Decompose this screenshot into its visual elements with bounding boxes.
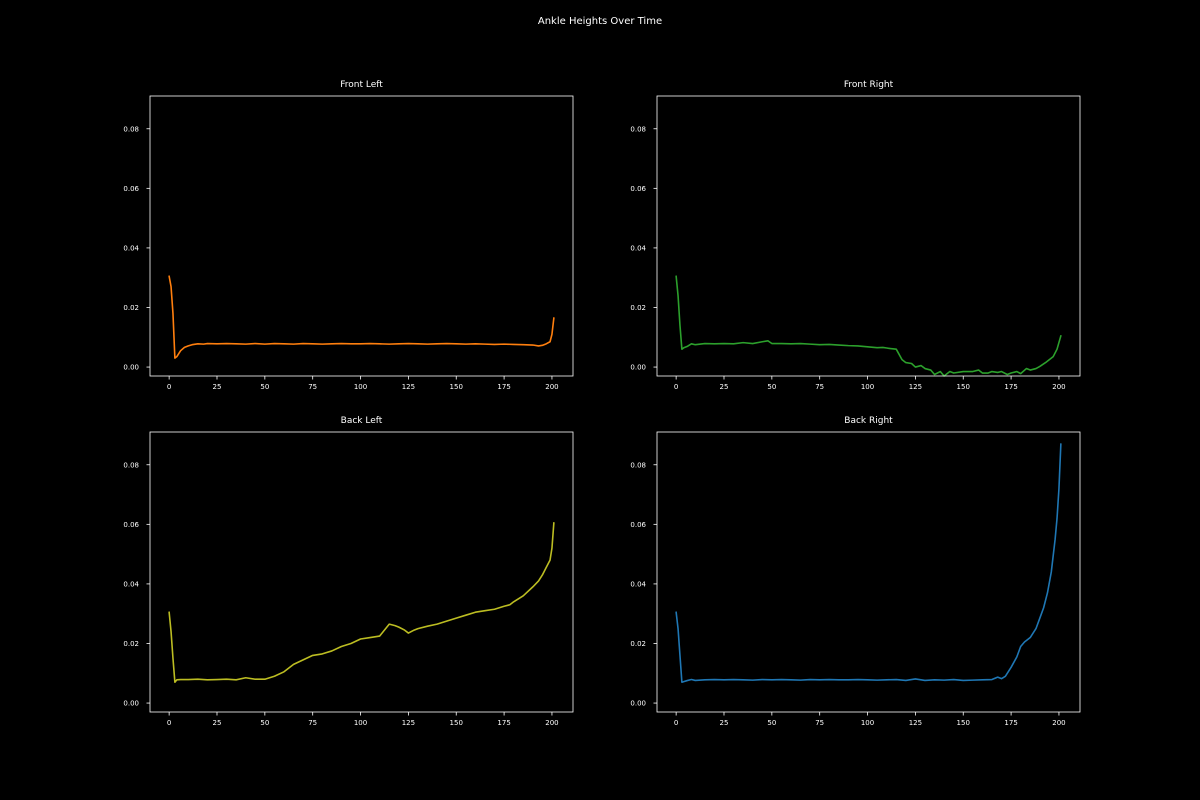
x-tick-label: 200 [545,383,558,391]
x-tick-label: 0 [167,719,171,727]
subplot-back-left: Back Left 0 25 50 75 100 125 150 175 200 0.00 0.02 0… [123,416,574,727]
x-tick-label: 125 [402,719,415,727]
x-tick-label: 200 [1052,719,1065,727]
y-tick-label: 0.02 [123,304,139,312]
x-tick-label: 75 [815,383,824,391]
x-tick-label: 150 [450,383,463,391]
x-tick-label: 175 [497,383,510,391]
x-tick-label: 125 [909,719,922,727]
x-tick-label: 150 [957,719,970,727]
y-tick-label: 0.00 [630,364,646,372]
x-tick-label: 200 [545,719,558,727]
y-tick-label: 0.06 [630,521,646,529]
y-tick-label: 0.02 [630,304,646,312]
subplot-front-right: Front Right 0 25 50 75 100 125 150 175 200 0.00 0.0… [630,80,1081,391]
x-tick-label: 75 [308,383,317,391]
y-tick-label: 0.08 [630,125,646,133]
x-tick-label: 100 [354,719,367,727]
axes-frame [656,95,1081,377]
subplot-title: Front Left [340,80,383,90]
x-tick-label: 25 [720,719,729,727]
y-tick-label: 0.06 [123,185,139,193]
y-tick-label: 0.00 [123,364,139,372]
y-tick-label: 0.04 [123,580,139,588]
y-tick-label: 0.04 [123,244,139,252]
x-tick-label: 50 [767,383,776,391]
x-tick-label: 75 [308,719,317,727]
x-tick-label: 0 [167,383,171,391]
y-tick-label: 0.08 [123,125,139,133]
x-tick-label: 50 [260,383,269,391]
y-tick-label: 0.02 [630,640,646,648]
subplot-title: Front Right [844,80,894,90]
x-tick-label: 200 [1052,383,1065,391]
y-tick-label: 0.06 [630,185,646,193]
subplot-title: Back Left [341,416,383,426]
x-tick-label: 175 [1004,383,1017,391]
axes-frame [656,431,1081,713]
subplot-front-left: Front Left 0 25 50 75 100 125 150 175 200 0.00 0.02… [123,80,574,391]
series-line [168,522,555,684]
y-tick-label: 0.04 [630,580,646,588]
x-tick-label: 100 [861,383,874,391]
x-tick-label: 25 [213,719,222,727]
x-tick-label: 150 [450,719,463,727]
x-tick-label: 50 [767,719,776,727]
axes-frame [149,95,574,377]
x-tick-label: 125 [909,383,922,391]
x-tick-label: 0 [674,383,678,391]
axes-frame [149,431,574,713]
y-tick-label: 0.06 [123,521,139,529]
series-line [675,275,1062,377]
y-tick-label: 0.00 [630,700,646,708]
figure-title: Ankle Heights Over Time [538,16,662,27]
y-tick-label: 0.08 [630,461,646,469]
y-tick-label: 0.04 [630,244,646,252]
x-tick-label: 100 [861,719,874,727]
series-line [675,443,1062,684]
series-line [168,275,555,359]
y-tick-label: 0.00 [123,700,139,708]
x-tick-label: 175 [1004,719,1017,727]
x-tick-label: 75 [815,719,824,727]
x-tick-label: 150 [957,383,970,391]
subplots: Front Left 0 25 50 75 100 125 150 175 200 0.00 0.02… [123,80,1081,727]
x-tick-label: 175 [497,719,510,727]
y-tick-label: 0.02 [123,640,139,648]
x-tick-label: 50 [260,719,269,727]
subplot-back-right: Back Right 0 25 50 75 100 125 150 175 200 0.00 0.02… [630,416,1081,727]
x-tick-label: 25 [720,383,729,391]
subplot-title: Back Right [844,416,893,426]
y-tick-label: 0.08 [123,461,139,469]
x-tick-label: 100 [354,383,367,391]
x-tick-label: 25 [213,383,222,391]
x-tick-label: 0 [674,719,678,727]
x-tick-label: 125 [402,383,415,391]
